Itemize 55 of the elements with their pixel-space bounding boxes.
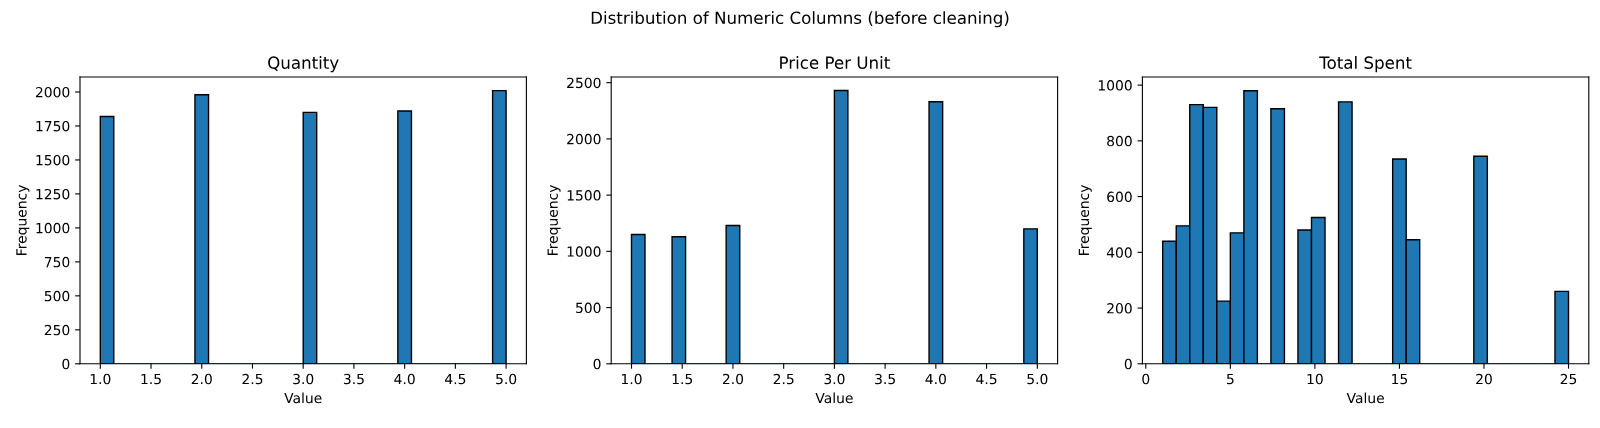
y-tick-label: 400 bbox=[1106, 247, 1132, 258]
x-tick-label: 3.0 bbox=[293, 373, 314, 385]
chart-title: Price Per Unit bbox=[780, 56, 890, 69]
y-tick-label: 1250 bbox=[36, 188, 70, 200]
y-tick-label: 0 bbox=[593, 358, 601, 370]
text: Distribution of Numeric Columns (before cleaning) bbox=[591, 11, 1009, 28]
y-tick-label: 2500 bbox=[567, 77, 601, 89]
x-axis-title: Value bbox=[815, 392, 853, 404]
x-tick-label: 3.5 bbox=[875, 373, 895, 385]
y-tick-label: 1500 bbox=[36, 154, 70, 166]
chart-title: Total Spent bbox=[1319, 56, 1412, 73]
x-tick-label: 4.0 bbox=[394, 373, 415, 385]
x-tick-label: 5.0 bbox=[1027, 373, 1048, 385]
x-tick-label: 10 bbox=[1307, 373, 1323, 385]
y-axis-title: Frequency bbox=[547, 184, 561, 255]
x-tick-label: 2.0 bbox=[722, 373, 744, 385]
x-tick-label: 3.0 bbox=[824, 373, 845, 385]
y-tick-label: 500 bbox=[576, 302, 601, 314]
x-tick-label: 5 bbox=[1226, 373, 1234, 385]
x-tick-label: 2.5 bbox=[242, 373, 263, 385]
x-tick-label: 4.5 bbox=[445, 373, 466, 385]
x-tick-label: 1.5 bbox=[672, 373, 693, 385]
y-tick-label: 1000 bbox=[36, 222, 70, 234]
y-tick-label: 750 bbox=[44, 256, 70, 268]
y-tick-label: 1750 bbox=[36, 120, 70, 132]
chart-title: Quantity bbox=[268, 56, 339, 73]
y-tick-label: 600 bbox=[1107, 191, 1132, 203]
x-axis-title: Value bbox=[284, 392, 322, 404]
x-tick-label: 1.5 bbox=[141, 373, 161, 385]
x-tick-label: 1.0 bbox=[90, 373, 111, 385]
x-tick-label: 0 bbox=[1142, 373, 1150, 385]
x-tick-label: 15 bbox=[1392, 373, 1408, 385]
x-tick-label: 4.0 bbox=[925, 373, 946, 385]
y-tick-label: 0 bbox=[62, 358, 70, 370]
y-tick-label: 800 bbox=[1107, 135, 1132, 147]
x-tick-label: 2.0 bbox=[191, 373, 212, 385]
y-tick-label: 1000 bbox=[1098, 80, 1132, 91]
x-tick-label: 3.5 bbox=[343, 373, 364, 385]
y-tick-label: 2000 bbox=[35, 86, 70, 98]
x-tick-label: 20 bbox=[1476, 373, 1492, 385]
y-tick-label: 2000 bbox=[567, 133, 601, 145]
x-tick-label: 4.5 bbox=[976, 373, 997, 385]
y-tick-label: 1500 bbox=[567, 190, 601, 201]
y-tick-label: 500 bbox=[44, 290, 70, 302]
y-tick-label: 250 bbox=[44, 324, 70, 336]
y-tick-label: 0 bbox=[1124, 358, 1132, 370]
x-tick-label: 25 bbox=[1560, 373, 1577, 385]
x-tick-label: 1.0 bbox=[621, 373, 642, 385]
y-axis-title: Frequency bbox=[1078, 184, 1092, 255]
y-axis-title: Frequency bbox=[16, 184, 30, 255]
x-tick-label: 5.0 bbox=[496, 373, 517, 385]
x-axis-title: Value bbox=[1346, 392, 1384, 404]
y-tick-label: 1000 bbox=[567, 246, 601, 257]
x-tick-label: 2.5 bbox=[773, 373, 794, 385]
y-tick-label: 200 bbox=[1107, 303, 1132, 314]
